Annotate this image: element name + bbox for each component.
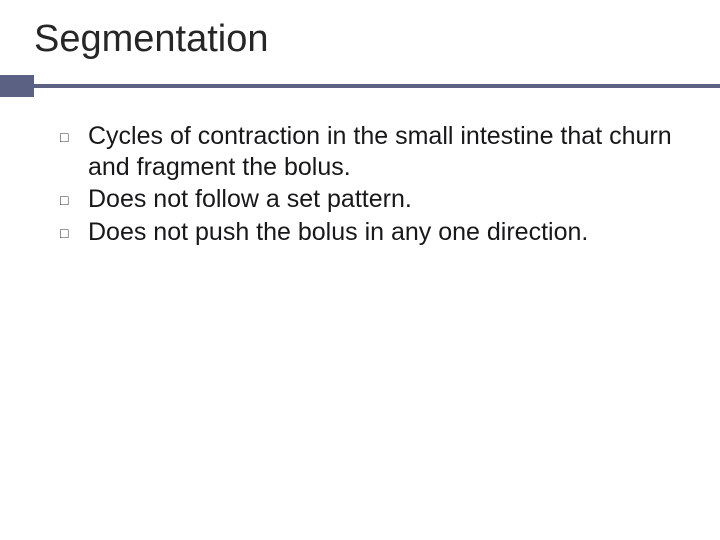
list-item: □ Does not follow a set pattern. [60,184,680,215]
title-rule [0,75,720,97]
slide: Segmentation □ Cycles of contraction in … [0,0,720,540]
list-item: □ Does not push the bolus in any one dir… [60,217,680,248]
bullet-text: Cycles of contraction in the small intes… [88,121,680,182]
bullet-square-icon: □ [60,184,88,209]
rule-line [34,84,720,88]
bullet-text: Does not push the bolus in any one direc… [88,217,680,248]
body-area: □ Cycles of contraction in the small int… [0,97,720,247]
list-item: □ Cycles of contraction in the small int… [60,121,680,182]
title-area: Segmentation [0,0,720,61]
bullet-text: Does not follow a set pattern. [88,184,680,215]
bullet-square-icon: □ [60,217,88,242]
slide-title: Segmentation [34,18,720,61]
rule-accent-block [0,75,34,97]
bullet-list: □ Cycles of contraction in the small int… [60,121,680,247]
bullet-square-icon: □ [60,121,88,146]
